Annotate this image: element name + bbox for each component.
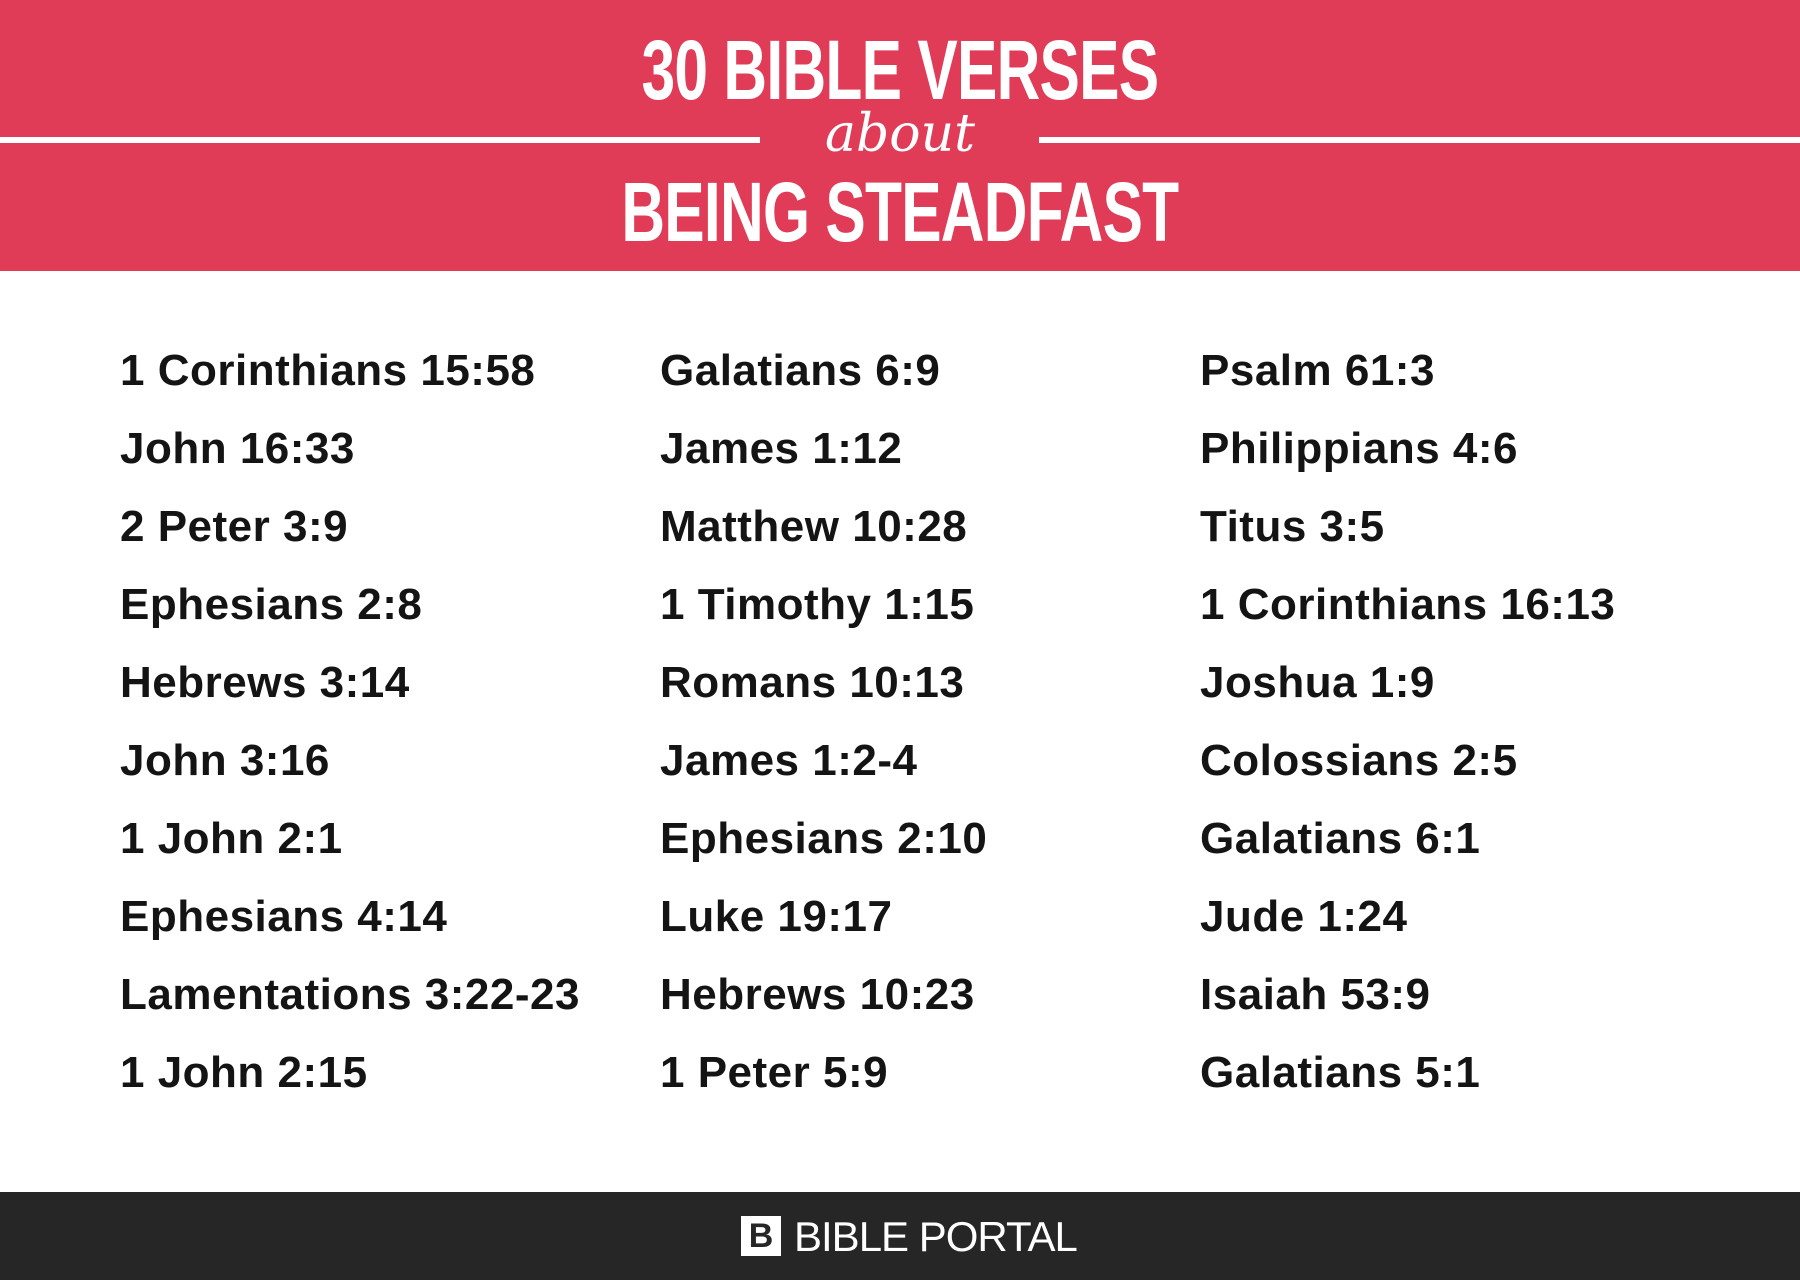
verse-reference[interactable]: Matthew 10:28 (660, 502, 968, 551)
verse-reference[interactable]: 1 Timothy 1:15 (660, 580, 975, 629)
verse-reference[interactable]: Jude 1:24 (1200, 892, 1408, 941)
verse-reference[interactable]: Galatians 6:9 (660, 346, 941, 395)
verse-reference[interactable]: Luke 19:17 (660, 892, 893, 941)
footer: B BIBLE PORTAL (0, 1192, 1800, 1280)
verse-reference[interactable]: Titus 3:5 (1200, 502, 1385, 551)
divider-line (1039, 137, 1800, 143)
title-top: 30 BIBLE VERSES (0, 28, 1800, 112)
verse-reference[interactable]: 2 Peter 3:9 (120, 502, 349, 551)
connector: about (825, 104, 975, 164)
verse-reference[interactable]: John 3:16 (120, 736, 330, 785)
title-top-text: 30 BIBLE VERSES (641, 23, 1160, 117)
verse-reference[interactable]: Galatians 5:1 (1200, 1048, 1481, 1097)
verse-reference[interactable]: 1 John 2:15 (120, 1048, 368, 1097)
verse-reference[interactable]: 1 Peter 5:9 (660, 1048, 889, 1097)
verse-reference[interactable]: 1 John 2:1 (120, 814, 343, 863)
verse-reference[interactable]: Philippians 4:6 (1200, 424, 1519, 473)
verse-reference[interactable]: Galatians 6:1 (1200, 814, 1481, 863)
divider-line (0, 137, 760, 143)
verse-reference[interactable]: Hebrews 3:14 (120, 658, 410, 707)
title-bottom-text: BEING STEADFAST (621, 165, 1179, 259)
verse-reference[interactable]: Ephesians 2:8 (120, 580, 423, 629)
verse-reference[interactable]: Lamentations 3:22-23 (120, 970, 580, 1019)
verse-reference[interactable]: Ephesians 2:10 (660, 814, 988, 863)
verse-reference[interactable]: Ephesians 4:14 (120, 892, 448, 941)
verse-reference[interactable]: Hebrews 10:23 (660, 970, 975, 1019)
header: 30 BIBLE VERSES about BEING STEADFAST (0, 0, 1800, 271)
verse-reference[interactable]: John 16:33 (120, 424, 355, 473)
verse-reference[interactable]: Psalm 61:3 (1200, 346, 1435, 395)
verse-reference[interactable]: Romans 10:13 (660, 658, 965, 707)
verse-reference[interactable]: Isaiah 53:9 (1200, 970, 1431, 1019)
verse-reference[interactable]: Joshua 1:9 (1200, 658, 1435, 707)
brand[interactable]: BIBLE PORTAL (794, 1213, 1078, 1260)
verse-reference[interactable]: 1 Corinthians 15:58 (120, 346, 536, 395)
logo: B (741, 1216, 781, 1256)
verse-reference[interactable]: James 1:12 (660, 424, 903, 473)
verse-reference[interactable]: Colossians 2:5 (1200, 736, 1518, 785)
verse-reference[interactable]: 1 Corinthians 16:13 (1200, 580, 1616, 629)
verse-reference[interactable]: James 1:2-4 (660, 736, 918, 785)
title-bottom: BEING STEADFAST (0, 170, 1800, 254)
